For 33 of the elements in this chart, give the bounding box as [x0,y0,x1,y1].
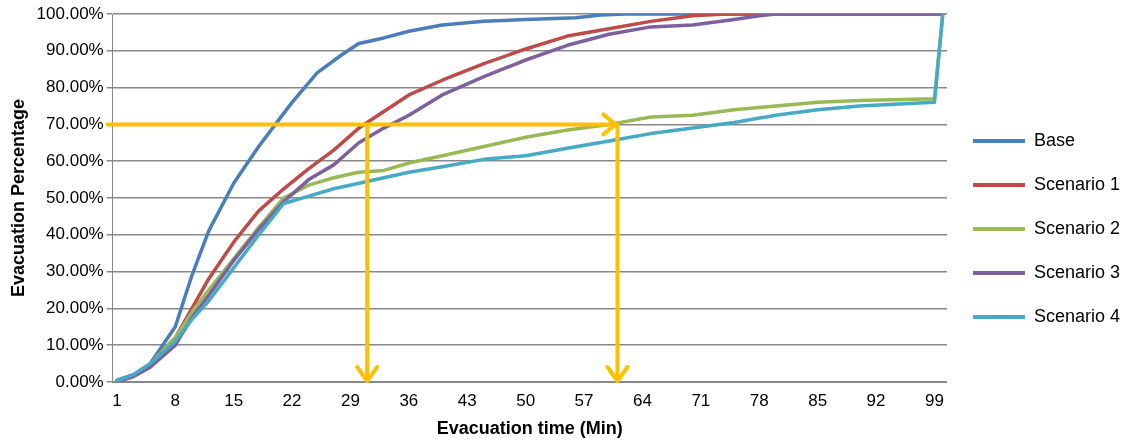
x-tick-label: 8 [170,390,181,410]
y-tick-label: 80.00% [46,77,104,97]
y-tick-label: 90.00% [46,40,104,60]
x-tick-label: 78 [749,390,769,410]
x-tick-label: 92 [866,390,886,410]
x-tick-label: 99 [924,390,944,410]
x-tick-label: 1 [112,390,122,410]
legend-label: Base [1033,129,1075,150]
x-tick-label: 57 [574,390,594,410]
x-tick-label: 43 [457,390,477,410]
x-tick-label: 15 [224,390,244,410]
y-tick-label: 60.00% [46,150,104,170]
y-tick-label: 40.00% [46,224,104,244]
x-tick-label: 22 [282,390,302,410]
y-axis-title: Evacuation Percentage [7,98,28,298]
y-tick-label: 70.00% [46,114,104,134]
y-tick-label: 0.00% [55,371,104,391]
x-axis-title: Evacuation time (Min) [436,418,623,439]
y-tick-label: 30.00% [46,261,104,281]
y-tick-label: 20.00% [46,298,104,318]
x-tick-label: 64 [632,390,652,410]
x-tick-label: 71 [691,390,711,410]
y-tick-label: 50.00% [46,187,104,207]
legend-label: Scenario 1 [1033,173,1121,194]
x-tick-label: 50 [516,390,536,410]
legend-label: Scenario 4 [1033,305,1121,326]
x-tick-label: 85 [808,390,828,410]
x-tick-label: 36 [399,390,419,410]
y-tick-label: 10.00% [46,334,104,354]
legend-label: Scenario 2 [1033,217,1121,238]
x-tick-label: 29 [341,390,360,410]
y-tick-label: 100.00% [36,3,104,23]
legend-label: Scenario 3 [1033,261,1121,282]
